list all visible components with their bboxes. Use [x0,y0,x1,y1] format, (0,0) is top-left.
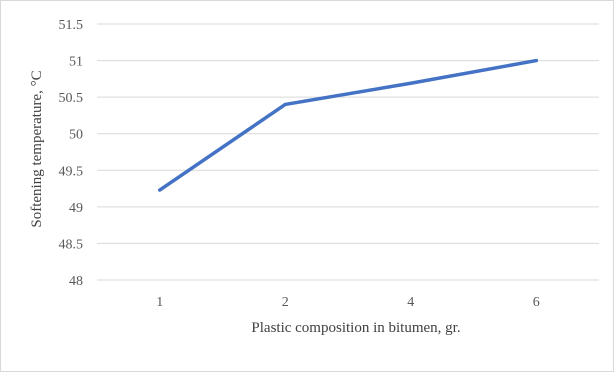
x-tick-label: 1 [156,295,163,310]
data-point [283,102,287,106]
y-tick-label: 51.5 [59,18,84,33]
x-tick-label: 6 [533,295,540,310]
y-tick-label: 49 [69,201,83,216]
y-axis-title: Softening temperature, °C [29,70,45,227]
x-tick-label: 2 [282,295,289,310]
data-point [409,81,413,85]
y-tick-labels: 48 48.5 49 49.5 50 50.5 51 51.5 [59,18,84,289]
x-axis-title: Plastic composition in bitumen, gr. [251,320,460,336]
y-tick-label: 51 [69,55,83,70]
x-tick-labels: 1 2 4 6 [156,295,540,310]
series-lines [158,58,538,192]
gridlines [97,23,599,281]
y-tick-label: 48 [69,274,83,289]
x-tick-label: 4 [407,295,414,310]
data-point [534,59,538,63]
y-tick-label: 49.5 [59,164,84,179]
series-line [158,58,538,192]
y-tick-label: 48.5 [59,237,84,252]
y-tick-label: 50 [69,128,83,143]
data-point [158,188,162,192]
y-tick-label: 50.5 [59,91,84,106]
